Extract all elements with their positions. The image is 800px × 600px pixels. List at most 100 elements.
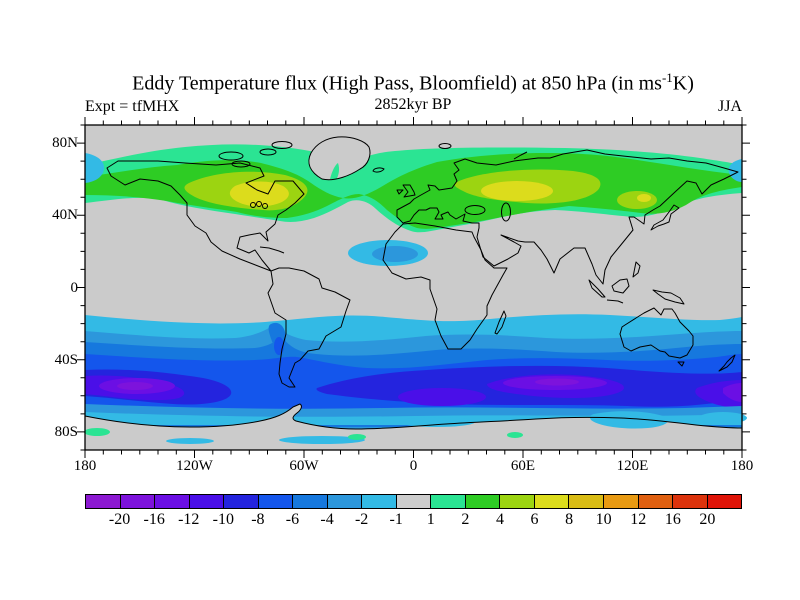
contour-region-satlantic-n12 (398, 388, 486, 406)
lon-tick-label-60e: 60E (510, 458, 536, 474)
coastline-iceland (372, 167, 385, 173)
colorbar-cell (86, 495, 120, 508)
coastline-australia (619, 307, 694, 359)
lon-tick-label-60w: 60W (289, 458, 319, 474)
contour-region-wafrica-inner (372, 246, 418, 262)
contour-region-antarctic-cyan-5 (279, 436, 365, 444)
coastline-great-lakes-2 (256, 201, 262, 207)
contour-region-nw-cyan (85, 153, 105, 183)
coastline-north-america (106, 160, 305, 272)
colorbar-label: 20 (699, 511, 716, 528)
colorbar-cell (395, 495, 431, 508)
coastline-arctic-island-3 (231, 160, 251, 168)
coastline-madagascar (494, 310, 507, 335)
colorbar-cell (430, 495, 465, 508)
colorbar-cell (188, 495, 224, 508)
colorbar-label: -8 (251, 511, 265, 528)
colorbar-cell (361, 495, 396, 508)
colorbar-label: 10 (595, 511, 612, 528)
colorbar-cell (499, 495, 534, 508)
colorbar-cell (223, 495, 258, 508)
contour-region-antarctic-cyan-2 (699, 412, 747, 424)
colorbar-cell (706, 495, 742, 508)
contour-region-antarctic-cyan-1 (590, 411, 668, 429)
coastline-java (606, 299, 624, 304)
contour-region-sindian-n20 (535, 378, 579, 386)
coastline-eurasia (396, 149, 739, 285)
title-text: Eddy Temperature flux (High Pass, Bloomf… (132, 72, 662, 95)
colorbar (85, 494, 742, 509)
colorbar-label: -2 (354, 511, 369, 528)
contour-region-ne-cyan (728, 159, 742, 182)
colorbar-label: -16 (143, 511, 165, 528)
experiment-label: Expt = tfMHX (85, 98, 180, 115)
colorbar-cell (292, 495, 327, 508)
colorbar-label: 6 (530, 511, 539, 528)
contour-map (77, 117, 750, 458)
lon-tick-label-120e: 120E (616, 458, 649, 474)
coastline-sumatra (588, 279, 606, 298)
coastline-novaya-zemlya (513, 151, 528, 160)
colorbar-cell (602, 495, 638, 508)
colorbar-cell (154, 495, 189, 508)
contour-region-antarctic-cyan-3 (399, 417, 475, 427)
colorbar-label: 8 (565, 511, 574, 528)
coastline-svalbard (438, 143, 452, 149)
contour-region-nechina-4-6 (617, 191, 657, 209)
contour-region-swpacific-n16 (723, 383, 742, 402)
coastline-japan (650, 204, 680, 231)
lat-tick-label-80n: 80N (52, 135, 78, 151)
coastline-great-lakes-3 (262, 203, 268, 209)
coastline-philippines (632, 261, 641, 278)
greenland-interior (308, 136, 370, 180)
colorbar-label: -1 (389, 511, 403, 528)
coastline-cuba (259, 246, 285, 254)
contour-region-antarctic-cyan-4 (166, 438, 214, 444)
coastline-borneo (611, 278, 630, 294)
colorbar-label: 1 (426, 511, 435, 528)
lat-tick-label-40s: 40S (54, 352, 78, 368)
colorbar-cell (533, 495, 569, 508)
time-label: 2852kyr BP (374, 96, 452, 113)
colorbar-cell (672, 495, 707, 508)
coastline-new-guinea (652, 289, 685, 305)
lon-tick-label-180w: 180 (73, 458, 97, 474)
colorbar-label: -12 (178, 511, 200, 528)
coastline-antarctica (84, 403, 743, 430)
colorbar-label: -4 (320, 511, 334, 528)
coastline-ireland (396, 189, 404, 195)
lat-tick-label-40n: 40N (52, 207, 78, 223)
colorbar-cell (637, 495, 673, 508)
colorbar-cell (326, 495, 362, 508)
lon-tick-label-120w: 120W (176, 458, 213, 474)
colorbar-labels: -20 -16 -12 -10 -8 -6 -4 -2 -1 1 2 4 6 8… (85, 511, 742, 531)
axis-ticks (77, 117, 750, 458)
lon-tick-label-0: 0 (409, 458, 418, 474)
coastline-caspian-sea (501, 202, 511, 222)
coastline-arctic-island-2 (259, 148, 277, 156)
contour-region-greenland-tongue (330, 163, 340, 180)
colorbar-cell (464, 495, 500, 508)
title-suffix: K) (672, 72, 694, 95)
lon-tick-label-180e: 180 (730, 458, 754, 474)
colorbar-label: 4 (495, 511, 504, 528)
contour-region-antarctic-green-2 (348, 434, 366, 440)
coastline-greenland (308, 136, 371, 181)
coastline-south-america (267, 267, 351, 388)
map-frame (84, 124, 743, 451)
colorbar-label: -10 (212, 511, 234, 528)
title-superscript: -1 (661, 70, 673, 85)
coastline-africa (382, 222, 508, 350)
antarctica-interior (85, 404, 742, 450)
colorbar-label: -6 (285, 511, 300, 528)
contour-region-spacific-n20 (117, 382, 153, 390)
colorbar-label: 12 (630, 511, 647, 528)
coastline-arctic-island-4 (271, 141, 293, 149)
coastline-great-lakes-1 (250, 202, 256, 208)
coastline-tasmania (677, 361, 685, 367)
coastline-black-sea (464, 205, 486, 215)
lat-tick-label-0: 0 (70, 280, 79, 296)
contour-region-russia-6-8 (481, 181, 553, 201)
colorbar-label: 2 (461, 511, 470, 528)
